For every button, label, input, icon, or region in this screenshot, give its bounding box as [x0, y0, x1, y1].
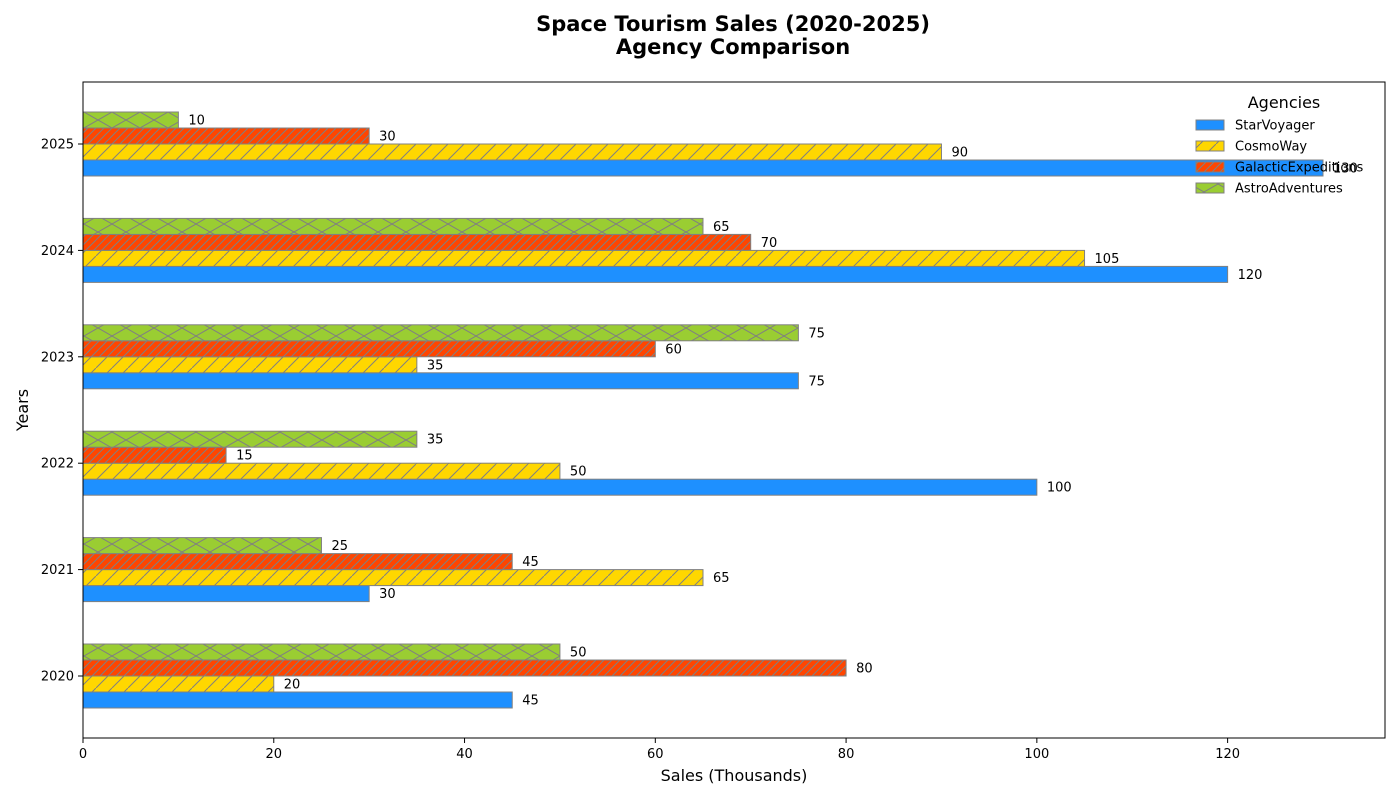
data-label-astroadventures-2024: 65: [713, 220, 730, 235]
data-label-galacticexpeditions-2023: 60: [665, 342, 682, 357]
bars-group: [82, 111, 1324, 709]
data-label-starvoyager-2021: 30: [379, 587, 396, 602]
x-tick-label-0: 0: [79, 747, 87, 762]
bar-starvoyager-2023: [82, 372, 799, 390]
y-tick-label-2024: 2024: [41, 244, 74, 259]
bar-hatch-galacticexpeditions-2022: [83, 447, 227, 464]
data-label-galacticexpeditions-2024: 70: [761, 236, 778, 251]
y-tick-label-2025: 2025: [41, 138, 74, 153]
data-label-cosmoway-2025: 90: [951, 146, 968, 161]
legend-swatch-hatch-cosmoway: [1196, 141, 1224, 151]
y-tick-label-2020: 2020: [41, 670, 74, 685]
bar-starvoyager-2021: [82, 585, 370, 603]
bar-starvoyager-2024: [82, 265, 1229, 283]
bar-hatch-galacticexpeditions-2020: [83, 660, 847, 676]
bar-hatch-cosmoway-2025: [83, 144, 942, 160]
bar-starvoyager-2025: [82, 159, 1324, 177]
data-label-cosmoway-2021: 65: [713, 571, 730, 586]
y-tick-label-2023: 2023: [41, 350, 74, 365]
data-label-galacticexpeditions-2022: 15: [236, 449, 253, 464]
bar-starvoyager-2022: [82, 478, 1038, 496]
bar-hatch-astroadventures-2022: [83, 431, 417, 448]
data-label-cosmoway-2023: 35: [427, 358, 444, 373]
bar-hatch-cosmoway-2021: [83, 569, 703, 586]
data-label-astroadventures-2023: 75: [808, 326, 825, 341]
bar-hatch-cosmoway-2024: [83, 250, 1085, 267]
x-tick-label-60: 60: [647, 747, 664, 762]
data-label-galacticexpeditions-2021: 45: [522, 555, 539, 570]
data-label-astroadventures-2025: 10: [188, 114, 205, 129]
data-label-starvoyager-2022: 100: [1047, 481, 1072, 496]
bar-hatch-cosmoway-2020: [83, 676, 274, 692]
x-tick-label-40: 40: [456, 747, 473, 762]
bar-hatch-astroadventures-2023: [83, 324, 799, 341]
data-label-astroadventures-2022: 35: [427, 433, 444, 448]
data-label-cosmoway-2024: 105: [1095, 252, 1120, 267]
bar-hatch-astroadventures-2021: [83, 537, 322, 554]
legend-title: Agencies: [1248, 93, 1321, 112]
bar-hatch-galacticexpeditions-2024: [83, 234, 751, 251]
bar-hatch-astroadventures-2025: [83, 112, 179, 128]
legend: Agencies StarVoyager CosmoWay GalacticExpe…: [1195, 93, 1364, 197]
bar-hatch-cosmoway-2022: [83, 463, 560, 480]
legend-label-starvoyager: StarVoyager: [1235, 119, 1315, 134]
y-axis-label: Years: [13, 389, 32, 432]
legend-label-galacticexpeditions: GalacticExpeditions: [1235, 161, 1364, 176]
x-tick-label-80: 80: [838, 747, 855, 762]
bar-hatch-astroadventures-2020: [83, 644, 560, 660]
data-label-starvoyager-2020: 45: [522, 694, 539, 709]
data-label-galacticexpeditions-2020: 80: [856, 662, 873, 677]
chart-title-line2: Agency Comparison: [616, 35, 850, 59]
data-label-starvoyager-2024: 120: [1238, 268, 1263, 283]
data-label-astroadventures-2020: 50: [570, 646, 587, 661]
bar-starvoyager-2020: [82, 691, 513, 709]
data-label-starvoyager-2023: 75: [808, 374, 825, 389]
plot-area: [83, 82, 1385, 738]
chart-title-line1: Space Tourism Sales (2020-2025): [536, 12, 930, 36]
legend-swatch-hatch-galacticexpeditions: [1196, 162, 1224, 172]
x-tick-label-100: 100: [1024, 747, 1049, 762]
data-label-galacticexpeditions-2025: 30: [379, 130, 396, 145]
plot-background: [83, 82, 1385, 738]
legend-swatch-starvoyager: [1195, 119, 1225, 131]
data-label-cosmoway-2020: 20: [284, 678, 301, 693]
plot-frame: [82, 81, 1386, 739]
x-tick-label-20: 20: [265, 747, 282, 762]
x-axis-label: Sales (Thousands): [661, 766, 808, 785]
data-label-cosmoway-2022: 50: [570, 465, 587, 480]
data-label-starvoyager-2025: 130: [1333, 162, 1358, 177]
legend-label-cosmoway: CosmoWay: [1235, 140, 1307, 155]
x-tick-label-120: 120: [1215, 747, 1240, 762]
bar-hatch-galacticexpeditions-2023: [83, 340, 656, 357]
bar-hatch-galacticexpeditions-2021: [83, 553, 513, 570]
bar-hatch-galacticexpeditions-2025: [83, 128, 370, 144]
y-tick-label-2021: 2021: [41, 563, 74, 578]
legend-swatch-hatch-astroadventures: [1196, 183, 1224, 193]
legend-label-astroadventures: AstroAdventures: [1235, 182, 1343, 197]
data-labels-group: 45 30 100 75 120 130 20 65 50 35 105 90 80 45 15 60 70 30…: [188, 114, 1357, 709]
y-tick-label-2022: 2022: [41, 457, 74, 472]
bar-hatch-cosmoway-2023: [83, 356, 417, 373]
bar-hatch-astroadventures-2024: [83, 218, 703, 235]
data-label-astroadventures-2021: 25: [331, 539, 348, 554]
